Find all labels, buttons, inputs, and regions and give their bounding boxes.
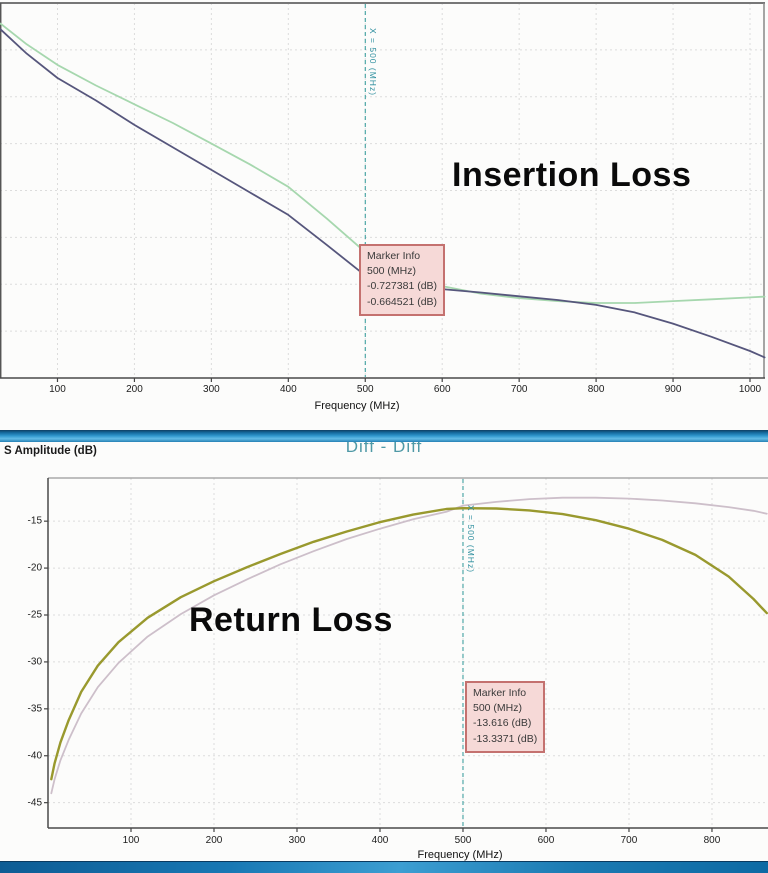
x-axis-label: Frequency (MHz)	[314, 400, 400, 412]
x-tick-label: 600	[433, 384, 451, 395]
x-tick-label: 800	[703, 835, 721, 846]
y-tick-label: -15	[27, 515, 42, 527]
marker-trace1-value: -0.727381 (dB)	[367, 280, 438, 293]
marker-info-title: Marker Info	[473, 687, 527, 699]
marker-x-rotated-label: X = 500 (MHz)	[466, 505, 476, 574]
insertion-loss-annotation: Insertion Loss	[452, 156, 692, 194]
x-tick-label: 200	[205, 835, 223, 846]
x-tick-label: 500	[454, 835, 472, 846]
marker-freq-value: 500 (MHz)	[367, 265, 417, 278]
x-tick-label: 100	[122, 835, 140, 846]
x-tick-label: 500	[356, 384, 374, 395]
x-tick-label: 700	[620, 835, 638, 846]
series-trace-mauve[interactable]	[50, 496, 768, 795]
marker-trace1-value: -13.616 (dB)	[473, 717, 532, 730]
x-tick-label: 1000	[738, 384, 762, 395]
y-tick-label: -40	[27, 750, 42, 762]
marker-x-rotated-label: X = 500 (MHz)	[368, 28, 378, 97]
marker-info-box[interactable]: Marker Info 500 (MHz) -0.727381 (dB) -0.…	[359, 244, 446, 316]
x-tick-label: 400	[371, 835, 389, 846]
y-axis-title: S Amplitude (dB)	[4, 445, 97, 457]
bottom-window-bar	[0, 861, 768, 873]
x-tick-label: 200	[126, 384, 143, 395]
window-divider-bar[interactable]	[0, 430, 768, 442]
x-tick-label: 100	[49, 384, 66, 395]
y-tick-label: -20	[27, 562, 42, 574]
marker-info-box[interactable]: Marker Info 500 (MHz) -13.616 (dB) -13.3…	[465, 681, 546, 753]
x-tick-label: 600	[537, 835, 555, 846]
x-tick-label: 700	[510, 384, 528, 395]
insertion-loss-chart: Insertion Loss X = 500 (MHz) Marker Info…	[0, 0, 768, 430]
marker-trace2-value: -13.3371 (dB)	[473, 732, 538, 745]
return-loss-plot-area[interactable]	[0, 443, 768, 861]
marker-trace2-value: -0.664521 (dB)	[367, 295, 438, 308]
return-loss-chart: Return Loss X = 500 (MHz) Marker Info 50…	[0, 443, 768, 861]
x-tick-label: 300	[203, 384, 220, 395]
x-tick-label: 900	[664, 384, 682, 395]
insertion-loss-plot-area[interactable]	[0, 0, 768, 430]
series-trace-olive[interactable]	[50, 506, 768, 781]
x-axis-label: Frequency (MHz)	[417, 849, 503, 861]
marker-freq-value: 500 (MHz)	[473, 702, 523, 715]
x-tick-label: 300	[288, 835, 306, 846]
y-tick-label: -35	[27, 703, 42, 715]
y-tick-label: -30	[27, 656, 42, 668]
return-loss-annotation: Return Loss	[189, 601, 393, 639]
x-tick-label: 400	[279, 384, 297, 395]
marker-info-title: Marker Info	[367, 250, 421, 262]
y-tick-label: -45	[27, 797, 42, 809]
x-tick-label: 800	[587, 384, 605, 395]
y-tick-label: -25	[27, 609, 42, 621]
